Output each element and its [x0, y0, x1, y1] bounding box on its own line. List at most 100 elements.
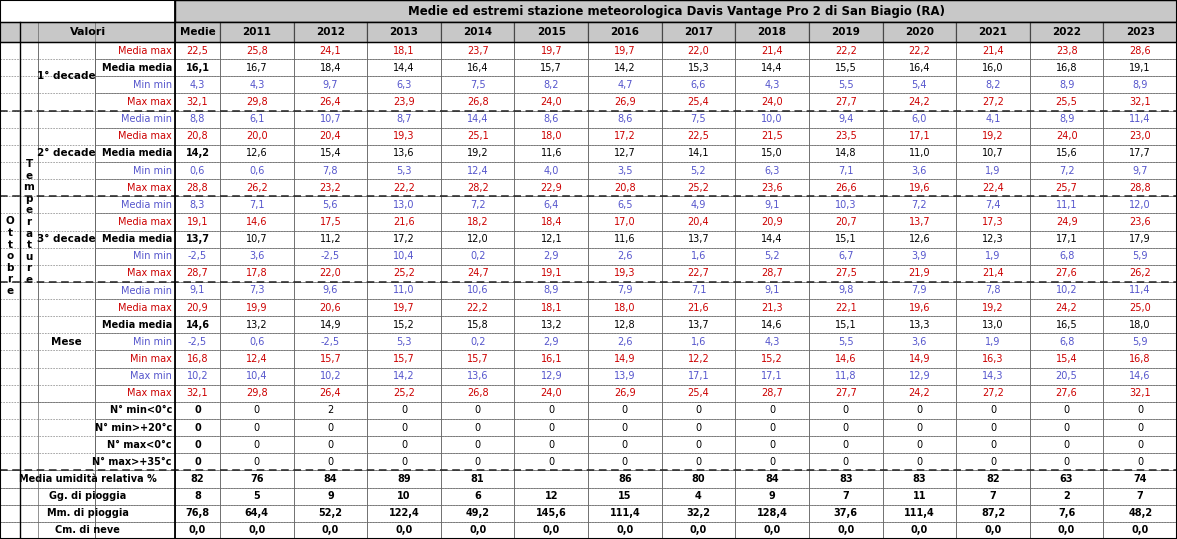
Text: 0: 0: [1064, 440, 1070, 450]
Text: 14,3: 14,3: [983, 371, 1004, 381]
Text: 22,2: 22,2: [393, 183, 415, 192]
Text: 4: 4: [696, 491, 701, 501]
Bar: [736, 179, 809, 196]
Bar: [661, 59, 736, 77]
Text: 10: 10: [398, 491, 411, 501]
Text: 0: 0: [696, 405, 701, 416]
Text: 20,8: 20,8: [187, 132, 208, 141]
Bar: [588, 282, 661, 299]
Bar: [883, 145, 956, 162]
Bar: [367, 59, 441, 77]
Bar: [1030, 247, 1103, 265]
Text: 49,2: 49,2: [466, 508, 490, 519]
Text: 15,6: 15,6: [1056, 148, 1077, 158]
Bar: [883, 333, 956, 350]
Text: 14,9: 14,9: [614, 354, 636, 364]
Bar: [220, 231, 293, 247]
Bar: [1103, 179, 1177, 196]
Text: 76: 76: [250, 474, 264, 484]
Bar: [661, 436, 736, 453]
Text: 13,2: 13,2: [246, 320, 267, 330]
Bar: [736, 471, 809, 488]
Text: 2020: 2020: [905, 27, 933, 37]
Bar: [661, 282, 736, 299]
Bar: [95, 436, 175, 453]
Bar: [809, 522, 883, 539]
Bar: [175, 316, 220, 333]
Text: 17,3: 17,3: [982, 217, 1004, 227]
Bar: [293, 316, 367, 333]
Text: 11,1: 11,1: [1056, 200, 1077, 210]
Bar: [588, 316, 661, 333]
Bar: [441, 368, 514, 385]
Text: 3° decade: 3° decade: [38, 234, 95, 244]
Bar: [441, 59, 514, 77]
Bar: [293, 368, 367, 385]
Bar: [661, 162, 736, 179]
Bar: [588, 350, 661, 368]
Bar: [736, 505, 809, 522]
Text: 11,8: 11,8: [834, 371, 857, 381]
Text: 21,4: 21,4: [982, 268, 1004, 278]
Bar: [441, 471, 514, 488]
Text: 23,6: 23,6: [762, 183, 783, 192]
Text: 25,5: 25,5: [1056, 97, 1077, 107]
Bar: [661, 522, 736, 539]
Text: 0: 0: [194, 440, 201, 450]
Bar: [661, 453, 736, 471]
Text: 19,3: 19,3: [614, 268, 636, 278]
Text: 2016: 2016: [611, 27, 639, 37]
Text: 5,2: 5,2: [691, 165, 706, 176]
Bar: [809, 419, 883, 436]
Bar: [441, 231, 514, 247]
Text: 0,0: 0,0: [321, 526, 339, 535]
Bar: [220, 505, 293, 522]
Text: 29,8: 29,8: [246, 97, 267, 107]
Bar: [956, 316, 1030, 333]
Bar: [367, 385, 441, 402]
Text: 7,5: 7,5: [470, 80, 485, 90]
Text: 87,2: 87,2: [980, 508, 1005, 519]
Text: 7,1: 7,1: [250, 200, 265, 210]
Bar: [441, 110, 514, 128]
Bar: [883, 128, 956, 145]
Text: 5,9: 5,9: [1132, 337, 1148, 347]
Bar: [514, 299, 588, 316]
Bar: [956, 402, 1030, 419]
Text: 10,0: 10,0: [762, 114, 783, 124]
Bar: [956, 333, 1030, 350]
Bar: [736, 77, 809, 93]
Bar: [1103, 128, 1177, 145]
Text: 15,7: 15,7: [393, 354, 415, 364]
Text: 21,5: 21,5: [762, 132, 783, 141]
Bar: [661, 265, 736, 282]
Text: 13,3: 13,3: [909, 320, 930, 330]
Bar: [441, 505, 514, 522]
Text: 5,5: 5,5: [838, 80, 853, 90]
Text: Media max: Media max: [118, 132, 172, 141]
Text: 15,1: 15,1: [834, 320, 857, 330]
Bar: [514, 22, 588, 42]
Bar: [956, 419, 1030, 436]
Text: 20,0: 20,0: [246, 132, 267, 141]
Bar: [175, 282, 220, 299]
Bar: [1103, 299, 1177, 316]
Bar: [956, 59, 1030, 77]
Bar: [883, 265, 956, 282]
Bar: [441, 247, 514, 265]
Text: Max max: Max max: [127, 268, 172, 278]
Bar: [175, 128, 220, 145]
Text: 81: 81: [471, 474, 485, 484]
Text: 0: 0: [769, 423, 776, 433]
Text: 12,4: 12,4: [467, 165, 488, 176]
Bar: [514, 179, 588, 196]
Bar: [736, 22, 809, 42]
Text: 15,2: 15,2: [762, 354, 783, 364]
Text: 111,4: 111,4: [610, 508, 640, 519]
Text: 16,8: 16,8: [1056, 63, 1077, 73]
Text: 23,8: 23,8: [1056, 46, 1077, 56]
Text: 29,8: 29,8: [246, 388, 267, 398]
Bar: [95, 265, 175, 282]
Bar: [1103, 265, 1177, 282]
Text: 0: 0: [990, 457, 996, 467]
